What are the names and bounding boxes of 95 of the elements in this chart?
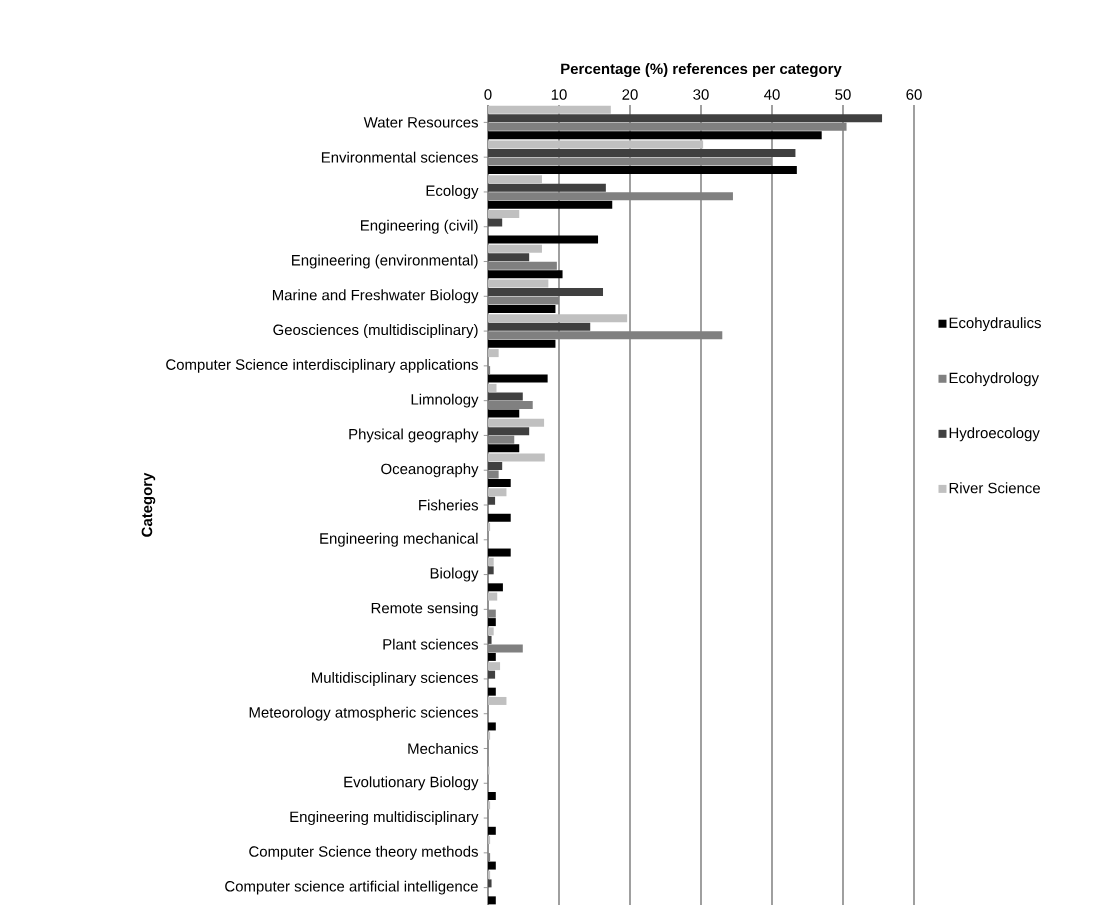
x-tick-label: 50 <box>835 89 851 100</box>
bar <box>488 592 498 601</box>
bar <box>488 244 542 253</box>
y-tick-label: Fisheries <box>419 499 478 511</box>
bar <box>488 722 496 731</box>
bar <box>488 374 548 383</box>
bar <box>488 461 503 470</box>
bar <box>488 627 494 636</box>
bar <box>488 114 883 123</box>
bar <box>488 183 606 192</box>
legend-label: Ecohydraulics <box>949 317 1041 332</box>
legend-label: Hydroecology <box>949 427 1040 442</box>
bar <box>488 523 491 532</box>
bar <box>488 662 501 671</box>
y-tick-label: Computer Science theory methods <box>249 845 478 860</box>
bar <box>488 618 496 627</box>
y-tick-label: Environmental sciences <box>321 151 478 163</box>
bar <box>488 200 613 209</box>
bar <box>488 218 503 227</box>
bar <box>488 165 797 174</box>
bar <box>488 879 492 888</box>
bar <box>488 279 549 288</box>
y-tick-label: Plant sciences <box>383 638 478 650</box>
bar <box>488 453 545 462</box>
bar <box>488 209 520 218</box>
bar <box>488 427 530 436</box>
bar <box>488 548 511 557</box>
bar <box>488 696 507 705</box>
y-tick-label: Meteorology atmospheric sciences <box>249 706 478 721</box>
bar <box>488 105 611 114</box>
bar <box>488 478 511 487</box>
x-tick-label: 10 <box>551 89 567 100</box>
bar <box>488 131 822 140</box>
x-tick-label: 20 <box>622 89 638 100</box>
bar <box>488 861 496 870</box>
bar <box>488 270 563 279</box>
bar <box>488 339 556 348</box>
bar <box>488 870 491 879</box>
bar <box>488 513 511 522</box>
bar <box>488 140 704 149</box>
y-tick-label: Marine and Freshwater Biology <box>272 289 479 304</box>
bar <box>488 826 496 835</box>
bar <box>488 235 599 244</box>
bar <box>488 488 507 497</box>
y-tick-label: Engineering (environmental) <box>292 254 478 269</box>
x-tick-label: 0 <box>484 89 492 100</box>
y-tick-label: Remote sensing <box>371 602 478 617</box>
legend-label: River Science <box>949 482 1040 494</box>
bar <box>488 418 545 427</box>
y-tick-label: Multidisciplinary sciences <box>312 671 478 686</box>
bar <box>488 314 628 323</box>
y-tick-label: Limnology <box>411 393 479 408</box>
bar <box>488 896 496 905</box>
bar <box>488 687 496 696</box>
y-tick-label: Water Resources <box>363 117 478 128</box>
bar <box>488 383 497 392</box>
bar <box>488 557 494 566</box>
x-tick-label: 30 <box>693 89 709 100</box>
bar <box>488 670 496 679</box>
y-tick-label: Physical geography <box>349 428 479 443</box>
x-axis-title: Percentage (%) references per category <box>561 63 842 78</box>
y-tick-label: Engineering mechanical <box>320 532 478 547</box>
bar <box>488 392 523 401</box>
y-tick-label: Biology <box>430 567 479 582</box>
bar <box>488 305 556 314</box>
bar <box>488 652 496 661</box>
y-tick-label: Computer science artificial intelligence <box>225 880 478 895</box>
y-axis-title: Category <box>141 472 156 537</box>
y-tick-label: Ecology <box>426 184 479 199</box>
bar <box>488 792 496 801</box>
y-tick-label: Computer Science interdisciplinary applications <box>166 358 478 373</box>
bar <box>488 801 491 810</box>
bar <box>488 322 591 331</box>
bar <box>488 148 796 157</box>
y-tick-label: Oceanography <box>381 463 479 478</box>
bar <box>488 288 604 297</box>
x-tick-label: 60 <box>906 89 922 100</box>
y-tick-label: Engineering (civil) <box>361 219 478 234</box>
bar <box>488 496 496 505</box>
bar <box>488 836 491 845</box>
bar <box>488 349 499 358</box>
y-tick-label: Geosciences (multidisciplinary) <box>273 324 478 339</box>
x-tick-label: 40 <box>764 89 780 100</box>
bar <box>488 731 491 740</box>
bar <box>488 175 542 184</box>
legend-label: Ecohydrology <box>949 372 1039 387</box>
bar <box>488 444 520 453</box>
y-tick-label: Evolutionary Biology <box>344 776 479 791</box>
y-tick-label: Mechanics <box>408 743 478 754</box>
bar <box>488 635 492 644</box>
bar <box>488 253 530 262</box>
y-tick-label: Engineering multidisciplinary <box>290 811 479 826</box>
bar <box>488 409 520 418</box>
bar <box>488 583 503 592</box>
bar <box>488 566 494 575</box>
